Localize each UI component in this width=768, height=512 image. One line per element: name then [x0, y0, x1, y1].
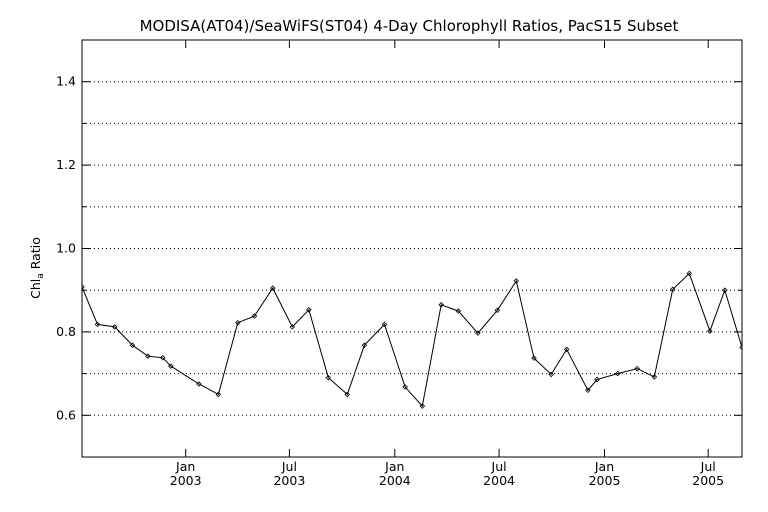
axes	[81, 39, 743, 458]
data-point	[494, 307, 501, 313]
data-point	[686, 270, 693, 277]
x-tick-year-label: 2003	[170, 473, 202, 488]
x-tick-year-label: 2005	[589, 473, 621, 488]
y-tick-label: 1.2	[56, 157, 76, 172]
data-point	[344, 391, 351, 398]
data-point	[563, 346, 570, 353]
data-point	[614, 370, 621, 377]
data-point	[707, 328, 713, 334]
data-point	[381, 321, 388, 328]
y-tick-label: 1.4	[56, 74, 76, 89]
data-point	[82, 284, 85, 290]
data-point	[513, 278, 520, 284]
x-tick-month-label: Jan	[384, 459, 404, 474]
x-tick-month-label: Jul	[491, 459, 507, 474]
data-point	[325, 375, 332, 381]
data-point	[669, 286, 676, 293]
data-point	[739, 344, 742, 351]
data-point	[402, 384, 408, 390]
y-tick-label: 0.8	[56, 324, 76, 339]
x-tick-year-label: 2005	[692, 473, 724, 488]
data-point	[145, 353, 151, 359]
y-tick-label: 0.6	[56, 407, 76, 422]
y-tick-label: 1.0	[56, 241, 76, 256]
data-point	[651, 374, 658, 380]
series-line	[82, 272, 742, 408]
data-point	[270, 285, 276, 291]
data-point	[548, 371, 554, 378]
y-axis-label: Chla Ratio	[28, 237, 46, 299]
x-tick-year-label: 2004	[379, 473, 411, 488]
data-point	[289, 324, 296, 330]
data-point	[475, 330, 481, 336]
x-tick-month-label: Jan	[175, 459, 195, 474]
data-series	[82, 270, 761, 409]
data-point	[235, 319, 241, 326]
data-point	[585, 387, 591, 394]
data-point	[438, 302, 444, 308]
data-point	[361, 342, 368, 349]
data-point	[94, 321, 101, 328]
x-tick-month-label: Jul	[281, 459, 297, 474]
data-point	[531, 355, 537, 361]
y-axis-label-subscript: a	[36, 273, 46, 279]
data-point	[594, 376, 600, 383]
data-point	[722, 287, 728, 293]
data-point	[455, 308, 462, 314]
data-point	[196, 381, 202, 387]
data-point	[251, 313, 258, 319]
x-tick-year-label: 2004	[483, 473, 515, 488]
data-point	[634, 365, 640, 372]
y-axis-label-main: Chl	[28, 279, 43, 299]
data-point	[419, 403, 426, 409]
data-point	[160, 354, 166, 361]
grid-lines	[82, 81, 742, 416]
series-group	[82, 270, 761, 409]
tick-labels: 0.60.81.01.21.4Jan2003Jul2003Jan2004Jul2…	[56, 74, 724, 488]
data-point	[111, 324, 118, 330]
y-axis-label-rest: Ratio	[28, 237, 43, 273]
x-tick-month-label: Jan	[594, 459, 614, 474]
data-point	[168, 363, 174, 369]
data-point	[215, 391, 222, 398]
x-tick-month-label: Jul	[700, 459, 716, 474]
x-tick-year-label: 2003	[273, 473, 305, 488]
data-point	[757, 396, 761, 400]
data-point	[129, 342, 136, 349]
data-point	[306, 307, 312, 313]
chart-title: MODISA(AT04)/SeaWiFS(ST04) 4-Day Chlorop…	[140, 17, 679, 35]
